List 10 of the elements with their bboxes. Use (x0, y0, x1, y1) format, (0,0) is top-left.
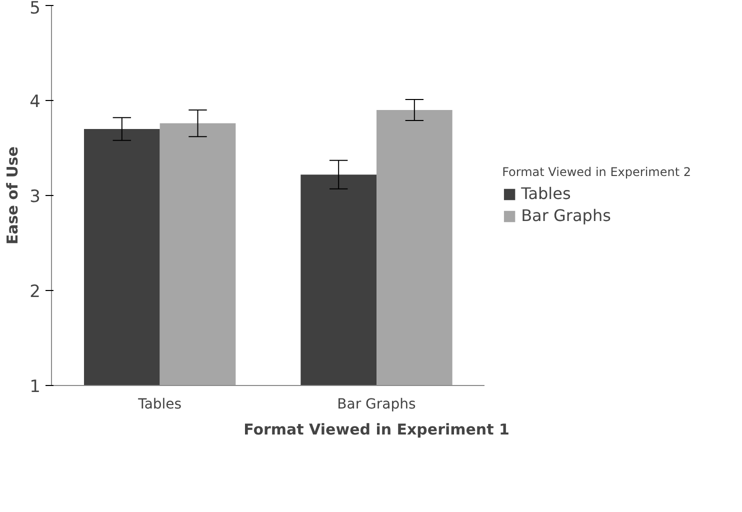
y-tick-label: 3 (30, 187, 41, 207)
legend-title: Format Viewed in Experiment 2 (502, 165, 691, 179)
legend-label: Bar Graphs (521, 206, 611, 225)
y-axis-title: Ease of Use (4, 146, 22, 245)
x-axis-title: Format Viewed in Experiment 1 (244, 420, 510, 438)
y-tick-label: 5 (30, 0, 41, 18)
y-tick-label: 2 (30, 282, 41, 302)
y-tick-label: 4 (30, 92, 41, 112)
legend-label: Tables (521, 184, 571, 203)
y-tick-label: 1 (30, 377, 41, 397)
